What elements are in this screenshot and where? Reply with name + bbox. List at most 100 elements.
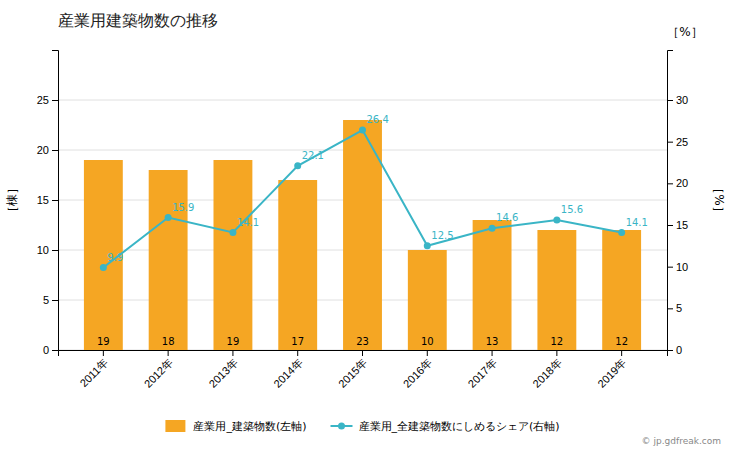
x-tick: 2019年 bbox=[595, 350, 629, 390]
x-tick-mark bbox=[103, 350, 104, 356]
x-tick: 2018年 bbox=[530, 350, 564, 390]
y-axis: 0510152025 bbox=[37, 51, 59, 357]
y2-axis-line bbox=[668, 51, 674, 351]
x-tick: 2017年 bbox=[465, 350, 499, 390]
title: 産業用建築物数の推移 bbox=[58, 11, 218, 30]
bar-label: 19 bbox=[227, 336, 240, 347]
y2-tick: 20 bbox=[667, 177, 688, 189]
y2-tick: 15 bbox=[667, 219, 688, 231]
bar bbox=[278, 180, 317, 350]
y2-tick: 30 bbox=[667, 94, 688, 106]
x-tick-mark bbox=[297, 350, 298, 356]
y-tick-mark bbox=[52, 150, 58, 151]
y2-axis-label: ［%］ bbox=[712, 182, 726, 217]
y-tick: 20 bbox=[37, 144, 58, 156]
bar-label: 12 bbox=[550, 336, 563, 347]
point bbox=[229, 229, 236, 236]
bar bbox=[149, 170, 188, 350]
x-tick: 2016年 bbox=[401, 350, 435, 390]
y2-tick-mark bbox=[667, 100, 673, 101]
y2-axis: 0 5 10 15 20 25 30 bbox=[667, 51, 688, 357]
y2-tick-label: 10 bbox=[676, 261, 688, 273]
legend-label: 産業用_建築物数(左軸) bbox=[193, 420, 306, 433]
line-label: 14.1 bbox=[626, 217, 648, 228]
line-label: 14.6 bbox=[496, 212, 518, 223]
y2-tick-label: 5 bbox=[676, 302, 682, 314]
chart: 1918191723101312129.915.914.122.126.412.… bbox=[0, 0, 729, 450]
y-tick-label: 10 bbox=[37, 244, 49, 256]
y-axis-label: ［棟］ bbox=[5, 182, 19, 218]
y2-tick: 25 bbox=[667, 136, 688, 148]
x-axis-line bbox=[59, 351, 668, 357]
x-tick: 2015年 bbox=[336, 350, 370, 390]
bar-label: 17 bbox=[291, 336, 304, 347]
bar bbox=[84, 160, 123, 350]
y-tick-mark bbox=[52, 350, 58, 351]
y-tick: 25 bbox=[37, 94, 58, 106]
x-tick-label: 2016年 bbox=[401, 356, 435, 390]
bar-label: 18 bbox=[162, 336, 175, 347]
point bbox=[294, 162, 301, 169]
legend-swatch bbox=[165, 420, 185, 432]
y2-tick-mark bbox=[667, 142, 673, 143]
plot: 1918191723101312129.915.914.122.126.412.… bbox=[37, 51, 689, 390]
y-tick-mark bbox=[52, 250, 58, 251]
x-axis: 2011年2012年2013年2014年2015年2016年2017年2018年… bbox=[59, 350, 668, 390]
x-tick-label: 2015年 bbox=[336, 356, 370, 390]
annotation: ［%］ bbox=[667, 25, 702, 39]
legend-label: 産業用_全建築物数にしめるシェア(右軸) bbox=[359, 420, 560, 433]
bar bbox=[602, 230, 641, 350]
line-label: 15.6 bbox=[561, 204, 583, 215]
point bbox=[424, 242, 431, 249]
point bbox=[359, 127, 366, 134]
x-tick: 2011年 bbox=[77, 350, 110, 389]
bar-label: 12 bbox=[615, 336, 628, 347]
legend: 産業用_建築物数(左軸) 産業用_全建築物数にしめるシェア(右軸) bbox=[165, 420, 559, 433]
y2-tick-mark bbox=[667, 350, 673, 351]
line-label: 9.9 bbox=[107, 252, 123, 263]
line bbox=[103, 130, 621, 268]
point bbox=[618, 229, 625, 236]
line-label: 15.9 bbox=[172, 202, 194, 213]
y2-tick-label: 25 bbox=[676, 136, 688, 148]
y2-tick-mark bbox=[667, 267, 673, 268]
x-tick-mark bbox=[556, 350, 557, 356]
x-tick-label: 2018年 bbox=[530, 356, 564, 390]
y2-tick-mark bbox=[667, 225, 673, 226]
x-tick-label: 2019年 bbox=[595, 356, 629, 390]
data-labels: 1918191723101312129.915.914.122.126.412.… bbox=[97, 114, 648, 347]
watermark: © jp.gdfreak.com bbox=[642, 436, 721, 446]
x-tick-label: 2011年 bbox=[77, 356, 110, 389]
y2-tick: 10 bbox=[667, 261, 688, 273]
bar bbox=[213, 160, 252, 350]
y2-tick-label: 0 bbox=[676, 344, 682, 356]
y2-tick-mark bbox=[667, 183, 673, 184]
bar bbox=[408, 250, 447, 350]
x-tick-label: 2012年 bbox=[142, 356, 176, 390]
y-tick-label: 15 bbox=[37, 194, 49, 206]
legend-marker bbox=[338, 423, 345, 430]
x-tick: 2014年 bbox=[271, 350, 305, 390]
grid-line bbox=[58, 100, 667, 101]
bar bbox=[473, 220, 512, 350]
y-tick-label: 25 bbox=[37, 94, 49, 106]
x-tick-label: 2014年 bbox=[271, 356, 305, 390]
marks bbox=[84, 120, 641, 350]
y2-tick-label: 15 bbox=[676, 219, 688, 231]
bar-label: 19 bbox=[97, 336, 110, 347]
line-label: 26.4 bbox=[367, 114, 389, 125]
bar-label: 10 bbox=[421, 336, 434, 347]
y2-tick: 0 bbox=[667, 344, 682, 356]
bar bbox=[537, 230, 576, 350]
y-axis-line bbox=[52, 51, 59, 351]
y-tick-label: 0 bbox=[43, 344, 49, 356]
legend-item: 産業用_建築物数(左軸) bbox=[165, 420, 306, 433]
point bbox=[100, 264, 107, 271]
x-tick-mark bbox=[168, 350, 169, 356]
bar-label: 23 bbox=[356, 336, 369, 347]
x-tick-mark bbox=[427, 350, 428, 356]
y-tick-mark bbox=[52, 100, 58, 101]
x-tick: 2012年 bbox=[142, 350, 176, 390]
x-tick-mark bbox=[362, 350, 363, 356]
line-label: 22.1 bbox=[302, 150, 324, 161]
